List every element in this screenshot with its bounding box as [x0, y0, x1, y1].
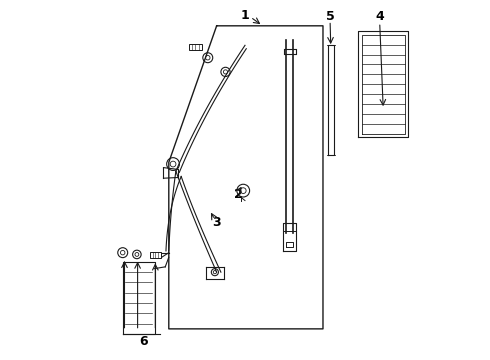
Bar [150, 252, 161, 258]
Text: 2: 2 [234, 188, 242, 201]
Text: 1: 1 [241, 9, 249, 22]
Bar [189, 44, 202, 50]
Text: 4: 4 [375, 10, 384, 23]
Text: 6: 6 [140, 335, 148, 348]
Text: 5: 5 [326, 10, 335, 23]
Text: 3: 3 [212, 216, 221, 229]
